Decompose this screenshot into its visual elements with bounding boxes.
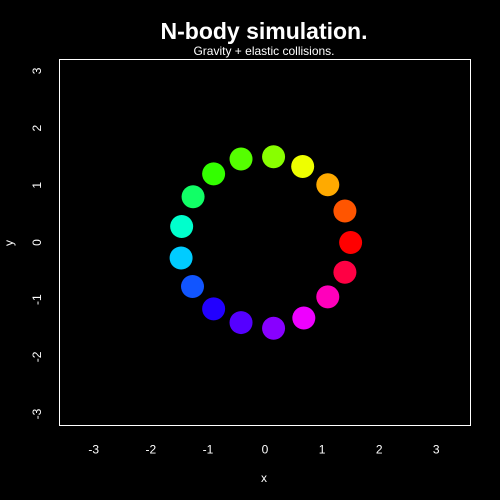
- body-point: [229, 147, 253, 171]
- y-tick-label: 1: [30, 182, 44, 189]
- body-point: [316, 285, 340, 309]
- x-tick-label: 1: [319, 443, 326, 457]
- body-point: [229, 311, 253, 335]
- y-tick-label: -1: [30, 294, 44, 305]
- body-point: [339, 231, 363, 254]
- bodies: [169, 145, 363, 340]
- x-axis-label: x: [261, 471, 267, 485]
- body-point: [292, 306, 316, 330]
- y-tick-label: 3: [30, 67, 44, 74]
- x-tick-label: -1: [203, 443, 214, 457]
- x-axis-ticks: -3 -2 -1 0 1 2 3: [88, 443, 439, 457]
- plot-frame: [59, 59, 471, 426]
- y-tick-label: -3: [30, 408, 44, 419]
- y-tick-label: 0: [30, 239, 44, 246]
- x-tick-label: 0: [262, 443, 269, 457]
- x-tick-label: -3: [88, 443, 99, 457]
- body-point: [333, 260, 357, 284]
- x-tick-label: 2: [376, 443, 383, 457]
- body-point: [169, 246, 193, 270]
- y-tick-label: 2: [30, 124, 44, 131]
- y-axis-ticks: -3 -2 -1 0 1 2 3: [30, 67, 44, 419]
- y-axis-label: y: [2, 240, 16, 246]
- chart-subtitle: Gravity + elastic collisions.: [193, 44, 334, 58]
- y-tick-label: -2: [30, 351, 44, 362]
- body-point: [181, 185, 205, 209]
- body-point: [262, 145, 286, 169]
- body-point: [202, 162, 226, 186]
- body-point: [181, 275, 205, 299]
- body-point: [333, 199, 357, 223]
- body-point: [262, 316, 286, 340]
- x-tick-label: -2: [145, 443, 156, 457]
- chart-title: N-body simulation.: [161, 18, 368, 44]
- body-point: [316, 173, 340, 197]
- body-point: [291, 154, 315, 178]
- body-point: [170, 214, 194, 238]
- body-point: [202, 297, 226, 321]
- x-tick-label: 3: [433, 443, 440, 457]
